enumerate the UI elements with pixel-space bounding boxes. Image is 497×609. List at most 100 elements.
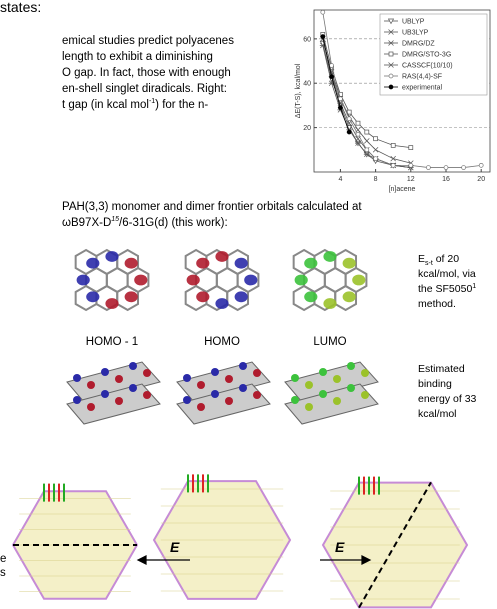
- marker: [391, 143, 395, 147]
- orbital-lobe: [347, 362, 355, 370]
- orbital-lobe: [73, 396, 81, 404]
- orbital-lobe: [215, 298, 228, 309]
- x-tick-label: 16: [442, 176, 450, 183]
- marker: [462, 166, 466, 170]
- orbital-lobe: [129, 362, 137, 370]
- orbital-lobe: [197, 381, 205, 389]
- marker: [389, 85, 393, 89]
- text: ) for the n-: [155, 99, 208, 111]
- text: t gap (in kcal mol: [62, 99, 149, 111]
- dimer: [67, 362, 160, 424]
- orbital-lobe: [101, 390, 109, 398]
- legend-label: RAS(4,4)-SF: [402, 74, 442, 81]
- marker: [365, 130, 369, 134]
- x-tick-label: 8: [374, 176, 378, 183]
- marker: [391, 163, 395, 167]
- orbital-lobe: [196, 258, 209, 269]
- intro-line: O gap. In fact, those with enough: [62, 67, 231, 79]
- orbital-lobe: [211, 390, 219, 398]
- orbital-label: HOMO: [204, 336, 240, 348]
- intro-line: emical studies predict polyacenes: [62, 35, 234, 47]
- orbital-lobe: [239, 362, 247, 370]
- orbital-lobe: [215, 251, 228, 262]
- orbital-lobe: [143, 391, 151, 399]
- marker: [356, 132, 360, 136]
- dimer: [177, 362, 270, 424]
- marker: [330, 75, 334, 79]
- page: states: emical studies predict polyacene…: [0, 0, 497, 609]
- note: kcal/mol: [418, 408, 457, 420]
- orbital-lobe: [86, 291, 99, 302]
- y-tick-label: 60: [303, 36, 311, 43]
- y-axis-label: ΔE(T-S), kcal/mol: [295, 63, 302, 118]
- molecule: [294, 250, 367, 310]
- marker: [479, 163, 483, 167]
- flake: [154, 474, 290, 598]
- text: E: [418, 253, 425, 265]
- x-tick-label: 20: [477, 176, 485, 183]
- orbital-lobe: [125, 258, 138, 269]
- orbital-lobe: [333, 375, 341, 383]
- flake: [13, 484, 137, 599]
- marker: [391, 156, 396, 161]
- y-tick-label: 20: [303, 125, 311, 132]
- intro-line: en-shell singlet diradicals. Right:: [62, 83, 227, 95]
- orbital-lobe: [319, 390, 327, 398]
- caption: ωB97X-D15/6-31G(d) (this work):: [62, 216, 228, 229]
- molecules: [13, 250, 467, 608]
- marker: [356, 121, 360, 125]
- orbital-lobe: [87, 381, 95, 389]
- orbital-label: LUMO: [313, 336, 346, 348]
- marker: [389, 74, 393, 78]
- caption: PAH(3,3) monomer and dimer frontier orbi…: [62, 201, 362, 213]
- orbital-lobe: [319, 368, 327, 376]
- marker: [373, 147, 378, 152]
- marker: [330, 63, 334, 67]
- marker: [374, 137, 378, 141]
- marker: [347, 130, 351, 134]
- marker: [338, 106, 342, 110]
- orbital-lobe: [143, 369, 151, 377]
- orbital-lobe: [225, 397, 233, 405]
- note: Estimated: [418, 363, 465, 375]
- orbital-lobe: [73, 374, 81, 382]
- orbital-lobe: [305, 381, 313, 389]
- orbital-lobe: [304, 258, 317, 269]
- legend-label: UBLYP: [402, 19, 425, 26]
- x-tick-label: 4: [338, 176, 342, 183]
- orbital-lobe: [197, 403, 205, 411]
- orbital-lobe: [361, 369, 369, 377]
- field-label: E: [170, 539, 180, 555]
- note: binding: [418, 378, 452, 390]
- marker: [374, 157, 378, 161]
- marker: [365, 148, 369, 152]
- orbital-lobe: [304, 291, 317, 302]
- note: kcal/mol, via: [418, 268, 476, 280]
- text: of 20: [433, 253, 459, 265]
- legend-label: DMRG/DZ: [402, 41, 435, 48]
- cut-text: e: [0, 553, 6, 565]
- note: the SF50501: [418, 283, 476, 295]
- orbital-lobe: [347, 384, 355, 392]
- orbital-lobe: [343, 291, 356, 302]
- orbital-lobe: [239, 384, 247, 392]
- legend-label: DMRG/STO-3G: [402, 52, 451, 59]
- orbital-lobe: [77, 275, 90, 286]
- orbital-lobe: [343, 258, 356, 269]
- orbital-lobe: [187, 275, 200, 286]
- superscript: 1: [472, 283, 476, 290]
- orbital-lobe: [196, 291, 209, 302]
- orbital-lobe: [305, 403, 313, 411]
- orbital-lobe: [235, 291, 248, 302]
- y-tick-label: 40: [303, 81, 311, 88]
- orbital-lobe: [105, 251, 118, 262]
- subscript: s-t: [425, 260, 433, 267]
- orbital-lobe: [129, 384, 137, 392]
- orbital-lobe: [115, 397, 123, 405]
- orbital-lobe: [323, 251, 336, 262]
- orbital-lobe: [134, 275, 147, 286]
- superscript: 15: [111, 216, 119, 223]
- orbital-lobe: [235, 258, 248, 269]
- intro-line: t gap (in kcal mol-1) for the n-: [62, 98, 208, 111]
- text: ωB97X-D: [62, 217, 111, 229]
